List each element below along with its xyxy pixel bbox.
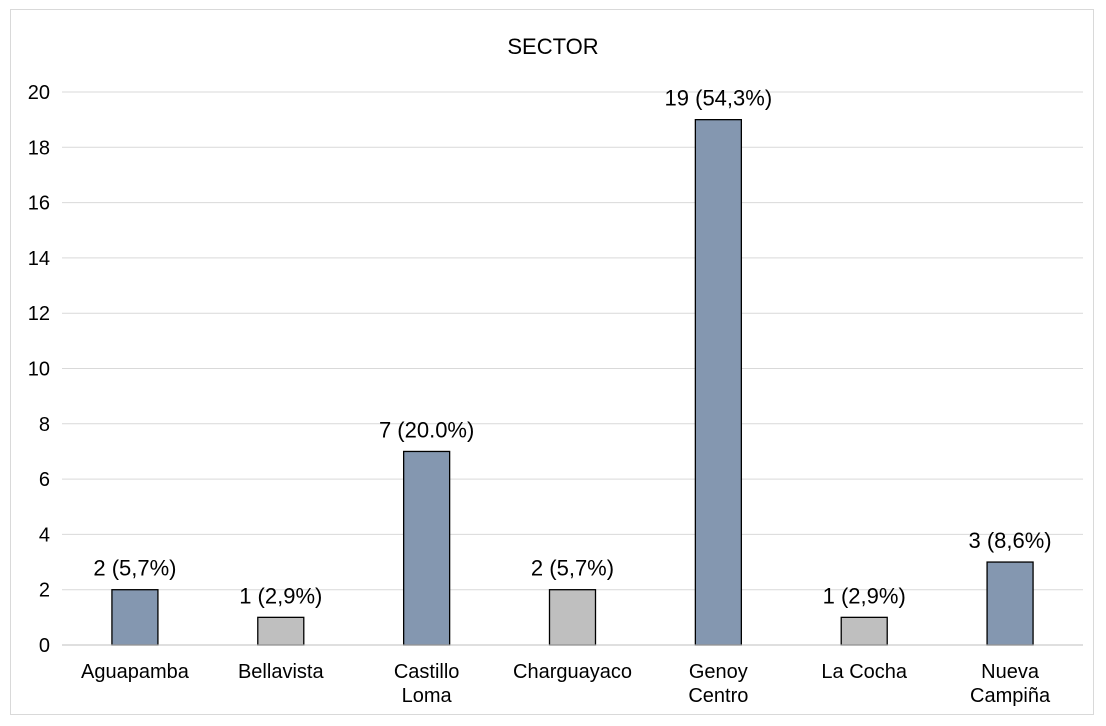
- y-tick-label: 18: [28, 137, 50, 159]
- data-label: 3 (8,6%): [968, 528, 1051, 553]
- bar: [402, 450, 451, 646]
- y-tick-label: 20: [28, 82, 50, 104]
- y-axis-ticks: 0 2 4 6 8 10 12 14 16 18 20: [28, 82, 50, 657]
- data-label: 2 (5,7%): [531, 556, 614, 581]
- bar: [257, 616, 305, 646]
- x-category-line: Charguayaco: [513, 661, 632, 683]
- x-category-line: Loma: [402, 685, 453, 707]
- x-category-line: Centro: [688, 685, 748, 707]
- x-category-line: Campiña: [970, 685, 1051, 707]
- y-tick-label: 8: [39, 414, 50, 436]
- x-category-label: La Cocha: [821, 661, 907, 683]
- x-category-label: Castillo Loma: [394, 661, 460, 707]
- y-tick-label: 16: [28, 193, 50, 215]
- x-category-line: La Cocha: [821, 661, 907, 683]
- bar: [694, 119, 743, 646]
- x-category-line: Castillo: [394, 661, 460, 683]
- x-category-line: Bellavista: [238, 661, 324, 683]
- data-label: 1 (2,9%): [239, 583, 322, 608]
- data-label: 7 (20.0%): [379, 417, 474, 442]
- data-label: 1 (2,9%): [823, 583, 906, 608]
- x-axis-categories: Aguapamba Bellavista Castillo Loma Charguaya…: [81, 661, 1051, 707]
- y-tick-label: 2: [39, 580, 50, 602]
- chart-title: SECTOR: [507, 34, 598, 59]
- y-tick-label: 0: [39, 635, 50, 657]
- bar: [548, 589, 597, 646]
- x-category-line: Aguapamba: [81, 661, 190, 683]
- data-labels: 2 (5,7%) 1 (2,9%) 7 (20.0%) 2 (5,7%) 19 (54,…: [93, 86, 1051, 609]
- x-category-label: Nueva Campiña: [970, 661, 1051, 707]
- x-category-label: Aguapamba: [81, 661, 190, 683]
- x-category-label: Charguayaco: [513, 661, 632, 683]
- bar: [986, 561, 1034, 646]
- bar: [840, 616, 888, 646]
- x-category-line: Genoy: [689, 661, 748, 683]
- y-tick-label: 10: [28, 359, 50, 381]
- y-tick-label: 6: [39, 469, 50, 491]
- data-label: 19 (54,3%): [665, 86, 773, 111]
- y-tick-label: 14: [28, 248, 50, 270]
- x-category-label: Bellavista: [238, 661, 324, 683]
- y-tick-label: 12: [28, 303, 50, 325]
- gridlines: [62, 91, 1083, 591]
- x-category-line: Nueva: [981, 661, 1040, 683]
- x-category-label: Genoy Centro: [688, 661, 748, 707]
- bar: [111, 589, 159, 646]
- data-label: 2 (5,7%): [93, 556, 176, 581]
- y-tick-label: 4: [39, 524, 50, 546]
